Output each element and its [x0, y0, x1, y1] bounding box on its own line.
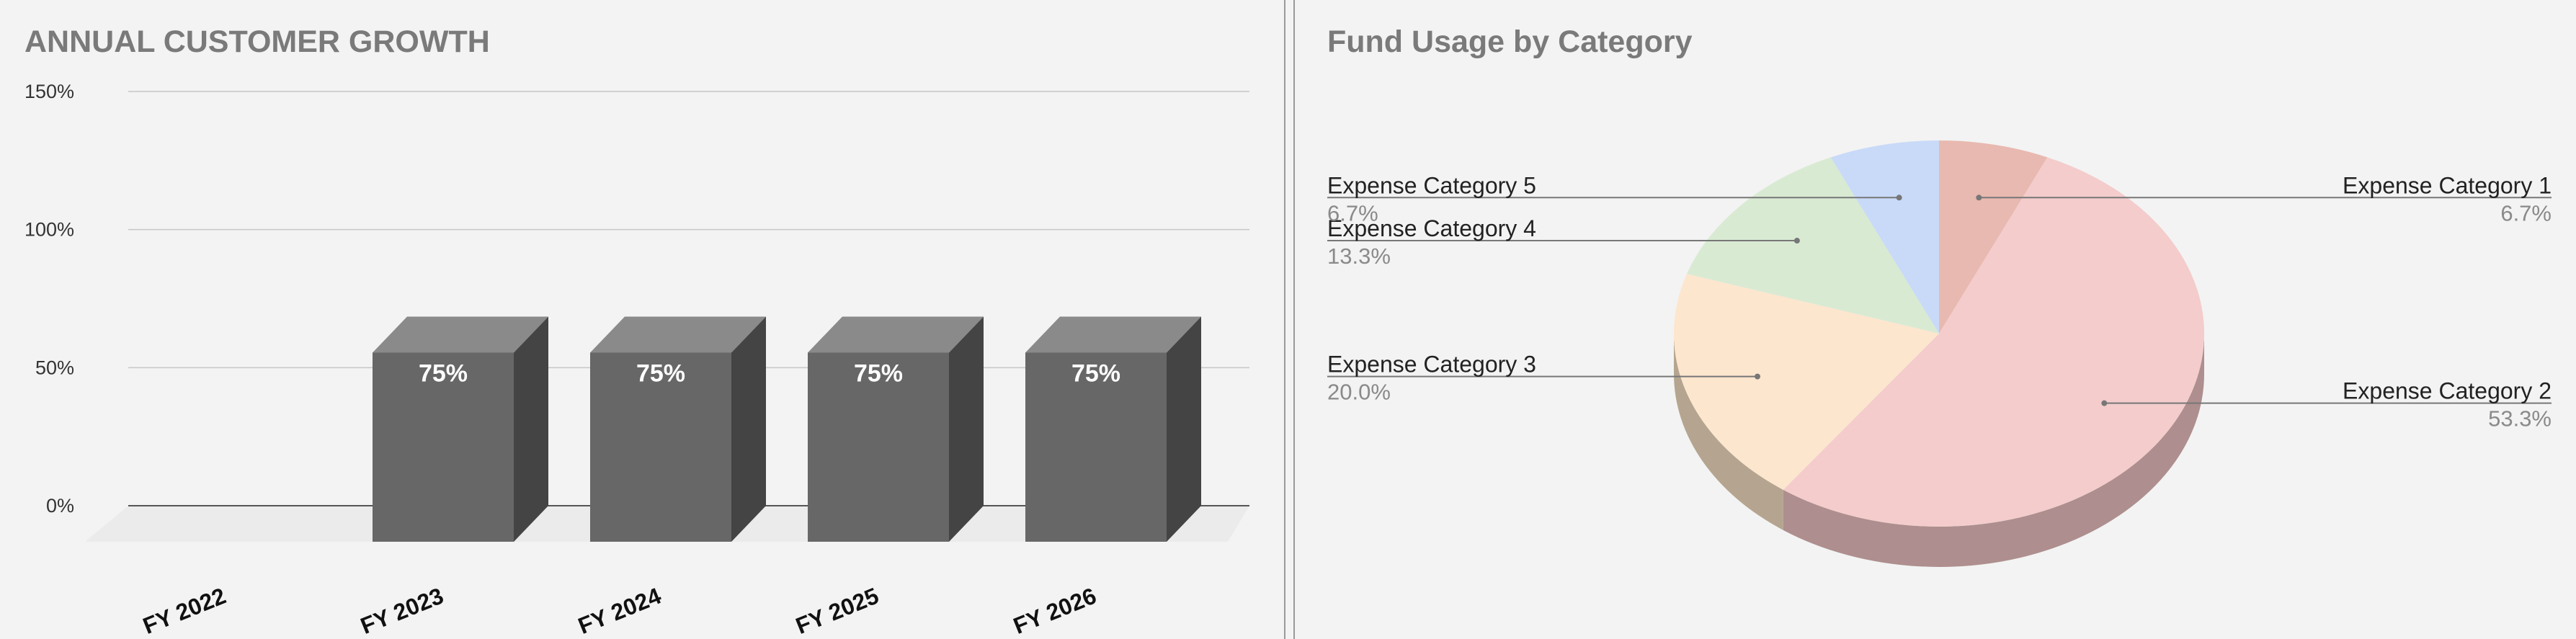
slice-name: Expense Category 4	[1327, 215, 1536, 241]
bar-data-label: 75%	[854, 360, 903, 388]
leader-dot	[1755, 373, 1761, 380]
bar-data-label: 75%	[419, 360, 468, 388]
bar-chart-y-axis: 0% 50% 100% 150%	[24, 81, 74, 517]
pie-chart-labels: Expense Category 16.7%Expense Category 2…	[1327, 172, 2552, 432]
x-category-label: FY 2023	[357, 583, 447, 639]
pie-slice-side	[1674, 334, 1783, 530]
x-category-label: FY 2024	[574, 582, 664, 639]
x-category-label: FY 2026	[1010, 583, 1100, 639]
leader-dot	[1793, 238, 1800, 244]
pie-slice	[1830, 140, 1939, 334]
leader-dot	[2101, 400, 2108, 406]
bar-data-label: 75%	[1071, 360, 1120, 388]
bar-chart-x-axis: FY 2022 FY 2023 FY 2024 FY 2025 FY 2026	[139, 582, 1100, 639]
pie-chart-title: Fund Usage by Category	[1327, 24, 1693, 59]
pie-slice	[1674, 274, 1939, 490]
bar-front-face	[1025, 352, 1167, 542]
bar-front-face	[373, 352, 514, 542]
bar: 75%	[373, 316, 548, 542]
bar-front-face	[808, 352, 949, 542]
pie-slice-label: Expense Category 56.7%	[1327, 172, 1902, 225]
slice-name: Expense Category 2	[2343, 378, 2552, 404]
x-category-label: FY 2025	[792, 583, 882, 639]
pie-chart: Fund Usage by Category Expense Category …	[1327, 24, 2552, 567]
pie-chart-slices	[1674, 140, 2205, 567]
bar: 75%	[808, 316, 984, 542]
pie-slice	[1687, 157, 1939, 334]
bar-top-face	[1025, 316, 1201, 353]
pie-slice-label: Expense Category 413.3%	[1327, 215, 1800, 269]
pie-slice-label: Expense Category 16.7%	[1976, 172, 2552, 225]
bar-data-label: 75%	[636, 360, 685, 388]
bar-side-face	[1167, 316, 1201, 542]
pie-slice	[1939, 140, 2048, 334]
bar-side-face	[731, 316, 766, 542]
bar-chart: ANNUAL CUSTOMER GROWTH 0% 50% 100% 150% 75%…	[24, 24, 1249, 639]
bar-side-face	[949, 316, 984, 542]
slice-percent: 6.7%	[2500, 200, 2552, 225]
y-tick-label: 100%	[24, 219, 74, 241]
bar-chart-title: ANNUAL CUSTOMER GROWTH	[24, 24, 490, 59]
pie-slice-label: Expense Category 253.3%	[2101, 378, 2552, 432]
bar-front-face	[590, 352, 731, 542]
bar-top-face	[590, 316, 766, 353]
leader-dot	[1896, 195, 1902, 201]
y-tick-label: 50%	[35, 357, 74, 378]
slice-percent: 6.7%	[1327, 200, 1378, 225]
slice-percent: 53.3%	[2488, 406, 2552, 432]
x-category-label: FY 2022	[139, 583, 229, 639]
leader-dot	[1976, 195, 1982, 201]
pie-slice	[1783, 157, 2205, 527]
panel-divider	[1284, 0, 1295, 639]
slice-name: Expense Category 1	[2343, 172, 2552, 198]
bar: 75%	[1025, 316, 1201, 542]
bar-top-face	[808, 316, 984, 353]
slice-percent: 20.0%	[1327, 380, 1391, 405]
pie-slice-side	[1783, 334, 2204, 567]
y-tick-label: 0%	[46, 495, 74, 517]
slice-name: Expense Category 3	[1327, 352, 1536, 377]
slice-name: Expense Category 5	[1327, 172, 1536, 198]
bar-top-face	[373, 316, 548, 353]
bar-chart-bars: 75% 75% 75% 75%	[373, 316, 1201, 542]
slice-percent: 13.3%	[1327, 243, 1391, 269]
pie-slice-label: Expense Category 3 20.0%	[1327, 352, 1761, 405]
bar-side-face	[514, 316, 548, 542]
bar: 75%	[590, 316, 766, 542]
y-tick-label: 150%	[24, 81, 74, 102]
